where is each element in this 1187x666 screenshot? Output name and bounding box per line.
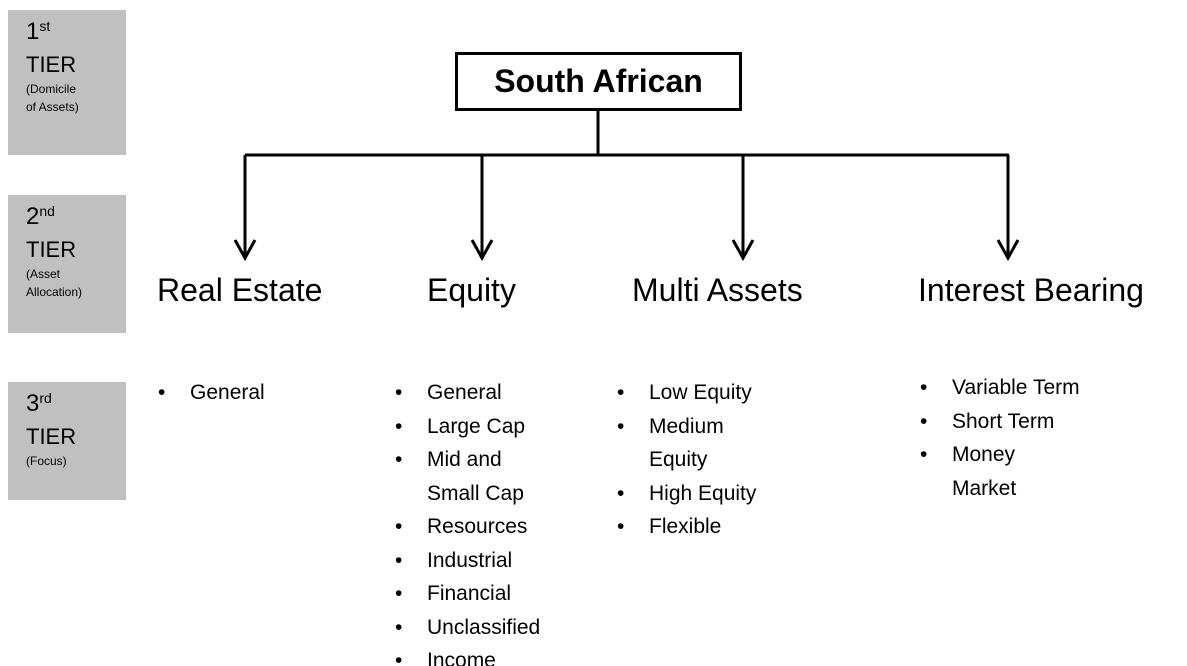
list-item-text: Small Cap [427,481,524,505]
list-item: • Variable Term [920,371,1080,405]
tier-box: 2nd TIER (Asset Allocation) [8,195,126,333]
tier-number-suffix: rd [39,390,52,406]
list-item-text: Unclassified [427,615,541,639]
list-item-text: Resources [427,515,528,538]
tier-label: TIER [26,52,77,77]
list-item-text: High Equity [649,481,757,505]
list-item-text: Short Term [952,409,1055,433]
tier-number-digit: 2 [26,203,40,230]
bullet: • [920,376,928,399]
tier-box: 3rd TIER (Focus) [8,382,126,500]
list-item-text: Money [952,443,1016,466]
list-item: • Resources [395,510,528,544]
root-box: South African [455,52,742,111]
list-item-text: Financial [427,582,512,605]
bullet: • [395,448,403,471]
list-item-text: Mid and [427,448,502,471]
category-label: Interest Bearing [918,272,1144,308]
tier-note: Allocation) [26,285,83,299]
list-item: • Financial [395,577,512,611]
list-item-text: Market [952,476,1017,500]
list-item-text: Income [427,649,496,666]
tier-label: TIER [26,237,77,262]
bullet: • [395,381,403,404]
list-item: • Mid and Small Cap [395,443,524,510]
category-label: Equity [427,272,516,308]
list-item-text: Variable Term [952,376,1080,399]
bullet: • [395,615,403,639]
list-item: • Low Equity [617,376,752,410]
list-item-text: Low Equity [649,381,752,404]
tier-number-digit: 3 [26,390,40,417]
bullet: • [395,414,403,438]
tier-label: TIER [26,424,77,449]
list-item: • Large Cap [395,410,526,444]
list-item: • Industrial [395,544,513,578]
list-item-text: Medium [649,414,724,438]
bullet: • [395,582,403,605]
list-item: • Medium Equity [617,410,724,477]
list-item-text: Industrial [427,548,513,572]
category-label: Multi Assets [632,272,803,308]
bullet: • [920,409,928,433]
tier-number: 3rd [26,390,126,418]
list-item: • High Equity [617,477,757,511]
list-item: • Flexible [617,510,722,544]
bullet: • [617,381,625,404]
tier-number: 2nd [26,203,126,231]
list-item: • General [158,376,265,410]
tier-note: of Assets) [26,100,79,114]
tier-number-suffix: st [39,18,51,34]
tier-number-digit: 1 [26,18,40,45]
bullet: • [617,414,625,438]
list-item-text: General [427,381,502,404]
list-item: • Income [395,644,496,666]
tier-number: 1st [26,18,126,46]
list-item: • Money Market [920,438,1017,505]
tier-note: (Asset [26,267,61,281]
list-item-text: Large Cap [427,414,526,438]
tier-box: 1st TIER (Domicile of Assets) [8,10,126,155]
list-item-text: Equity [649,448,708,471]
bullet: • [395,548,403,572]
list-item: • Unclassified [395,611,541,645]
list-item-text: General [190,381,265,404]
bullet: • [617,515,625,538]
bullet: • [158,381,166,404]
bullet: • [617,481,625,505]
bullet: • [395,649,403,666]
list-item: • Short Term [920,405,1055,439]
tier-note: (Focus) [26,454,67,468]
bullet: • [920,443,928,466]
tier-note: (Domicile [26,82,77,96]
tier-number-suffix: nd [39,203,55,219]
list-item: • General [395,376,502,410]
category-label: Real Estate [157,272,323,308]
bullet: • [395,515,403,538]
list-item-text: Flexible [649,515,722,538]
